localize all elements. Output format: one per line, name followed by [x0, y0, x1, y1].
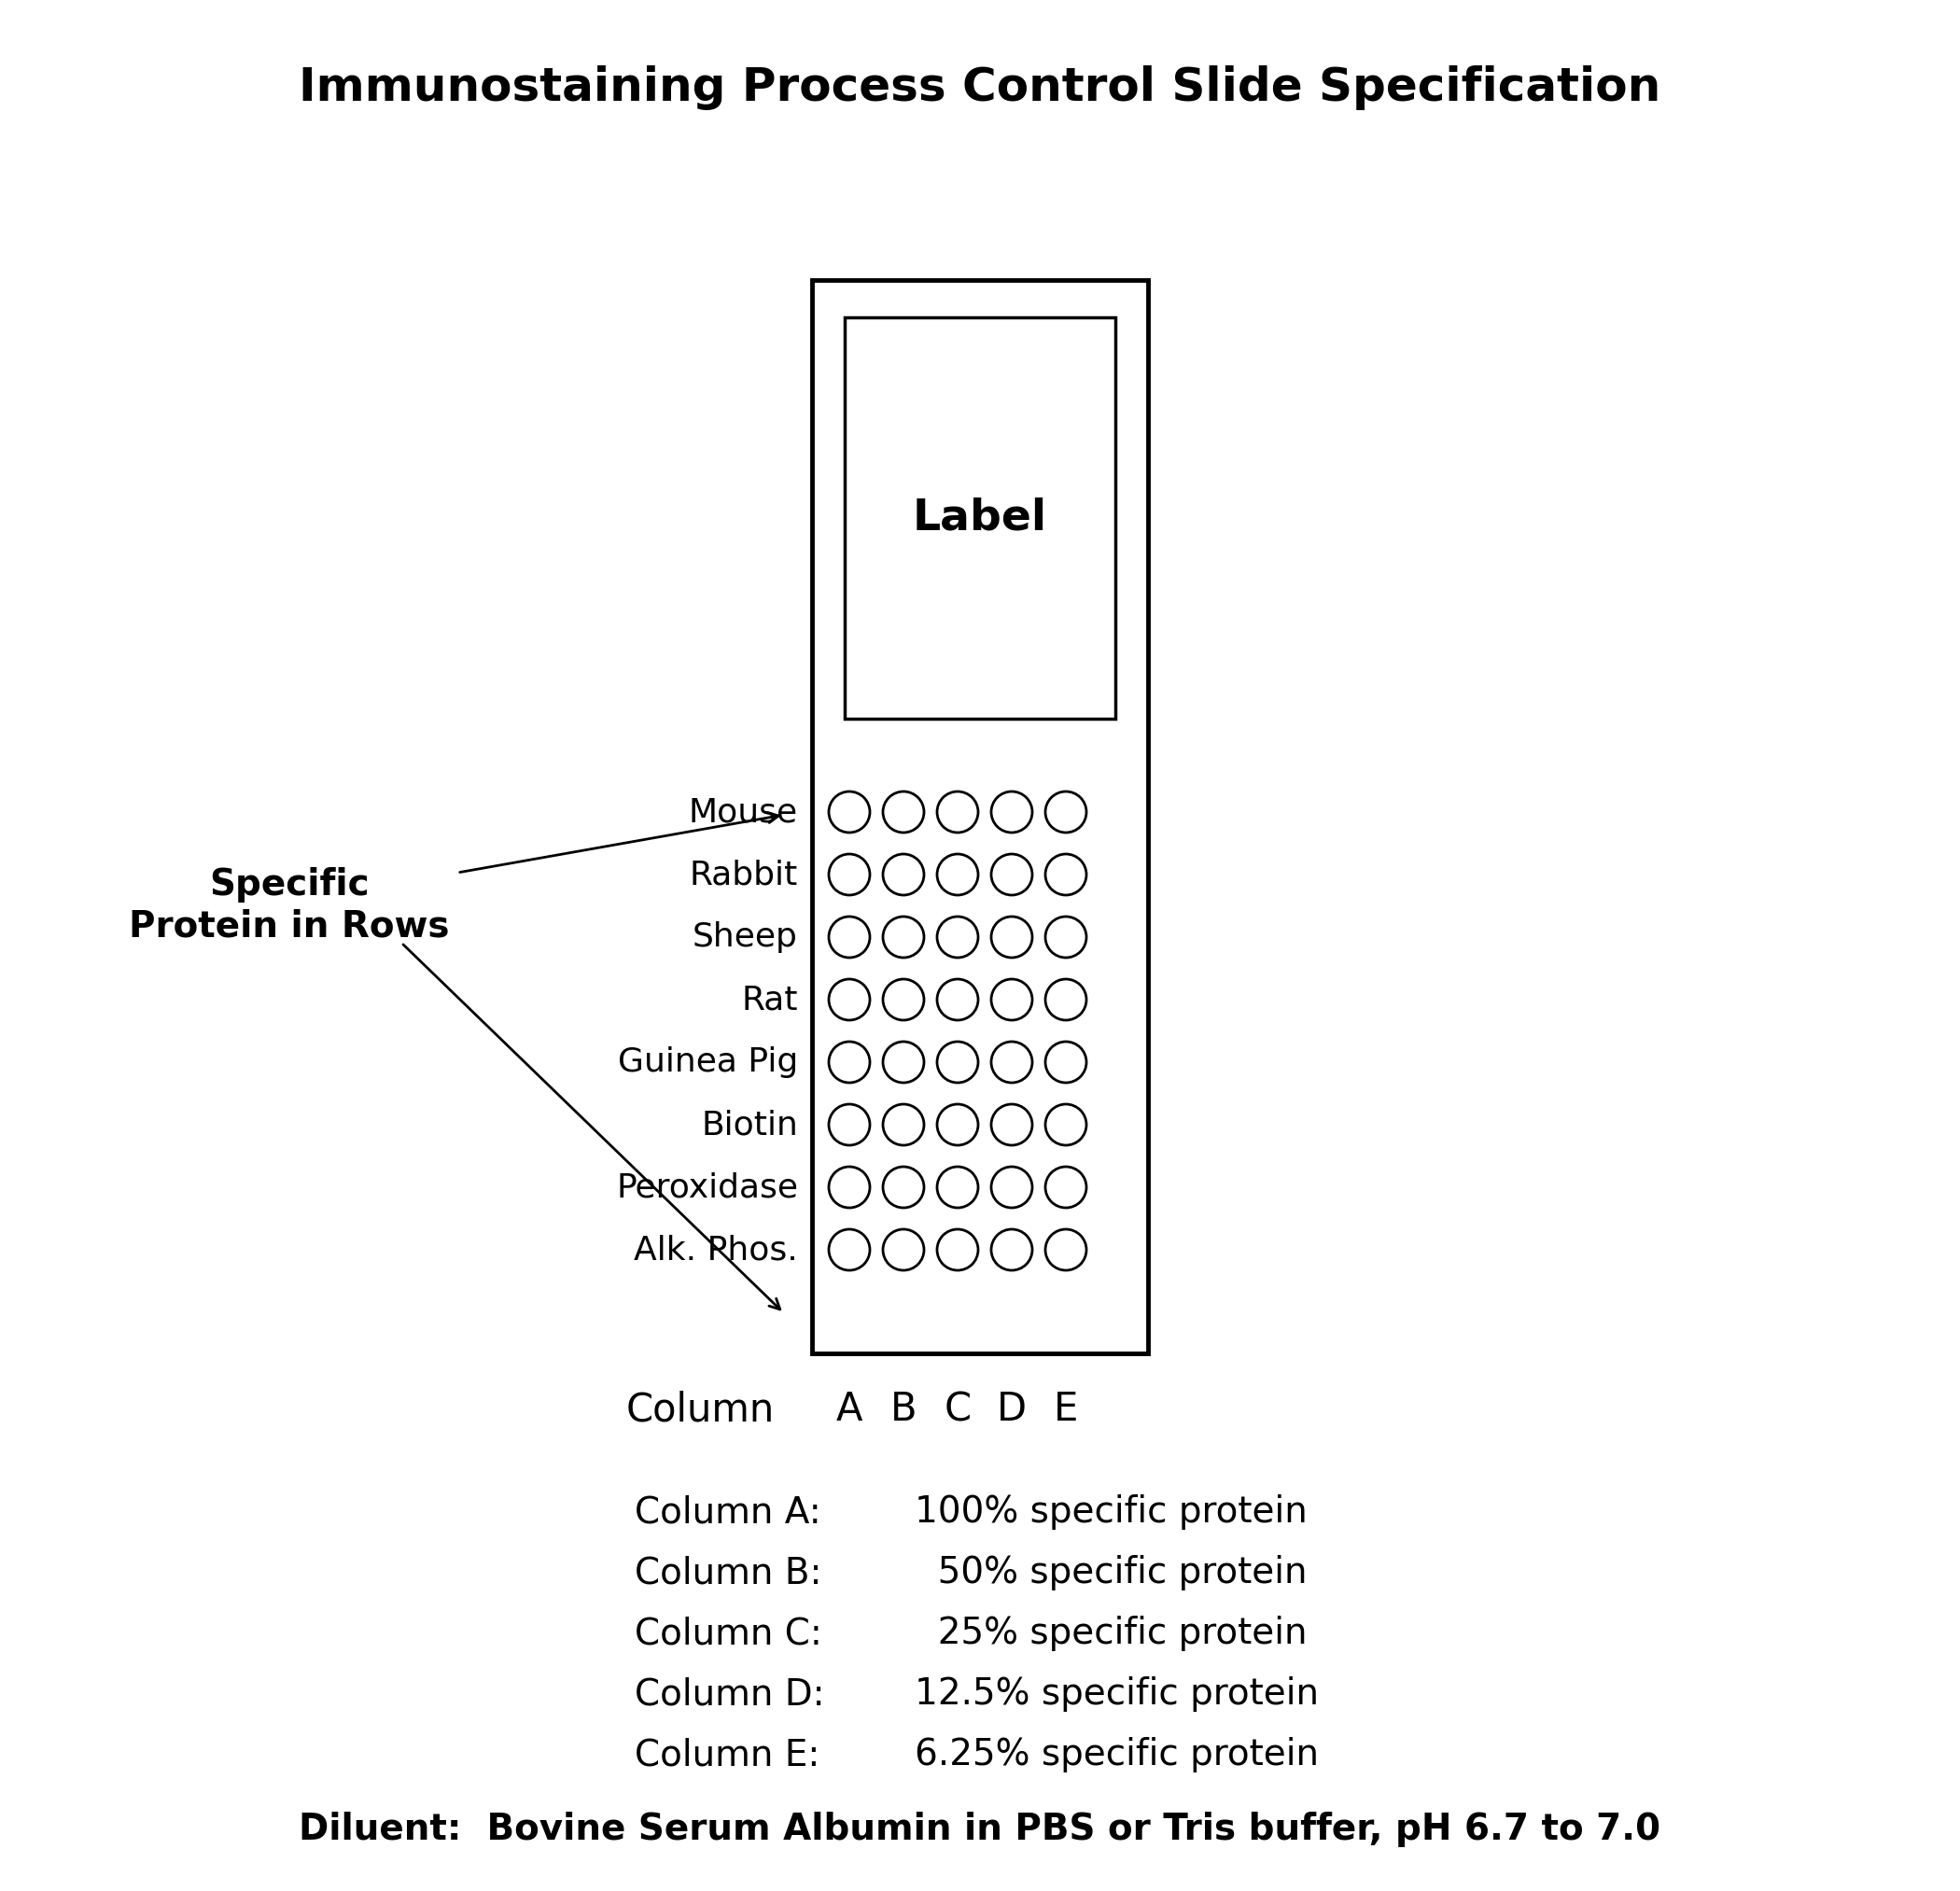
- Bar: [845, 318, 1115, 719]
- Text: C: C: [945, 1390, 972, 1430]
- Text: Mouse: Mouse: [688, 796, 798, 828]
- Text: Specific
Protein in Rows: Specific Protein in Rows: [129, 868, 449, 944]
- Text: 50% specific protein: 50% specific protein: [915, 1554, 1307, 1590]
- Text: 12.5% specific protein: 12.5% specific protein: [915, 1675, 1319, 1711]
- Text: D: D: [998, 1390, 1027, 1430]
- Text: Peroxidase: Peroxidase: [615, 1171, 798, 1203]
- Text: 25% specific protein: 25% specific protein: [915, 1615, 1307, 1651]
- Text: Guinea Pig: Guinea Pig: [617, 1046, 798, 1078]
- Text: B: B: [890, 1390, 917, 1430]
- Text: Column C:: Column C:: [635, 1615, 821, 1651]
- Bar: [811, 280, 1149, 1354]
- Text: Column E:: Column E:: [635, 1738, 819, 1772]
- Text: A: A: [837, 1390, 862, 1430]
- Text: 100% specific protein: 100% specific protein: [915, 1494, 1307, 1530]
- Text: Label: Label: [913, 497, 1047, 539]
- Text: Sheep: Sheep: [692, 921, 798, 953]
- Text: Alk. Phos.: Alk. Phos.: [633, 1235, 798, 1265]
- Text: Diluent:  Bovine Serum Albumin in PBS or Tris buffer, pH 6.7 to 7.0: Diluent: Bovine Serum Albumin in PBS or …: [300, 1812, 1660, 1848]
- Text: Rabbit: Rabbit: [690, 859, 798, 891]
- Text: Column: Column: [625, 1390, 774, 1430]
- Text: Column A:: Column A:: [635, 1494, 821, 1530]
- Text: Biotin: Biotin: [702, 1108, 798, 1140]
- Text: E: E: [1054, 1390, 1078, 1430]
- Text: Rat: Rat: [741, 983, 798, 1015]
- Text: Column D:: Column D:: [635, 1675, 825, 1711]
- Text: Column B:: Column B:: [635, 1554, 821, 1590]
- Text: 6.25% specific protein: 6.25% specific protein: [915, 1738, 1319, 1772]
- Text: Immunostaining Process Control Slide Specification: Immunostaining Process Control Slide Spe…: [300, 66, 1660, 110]
